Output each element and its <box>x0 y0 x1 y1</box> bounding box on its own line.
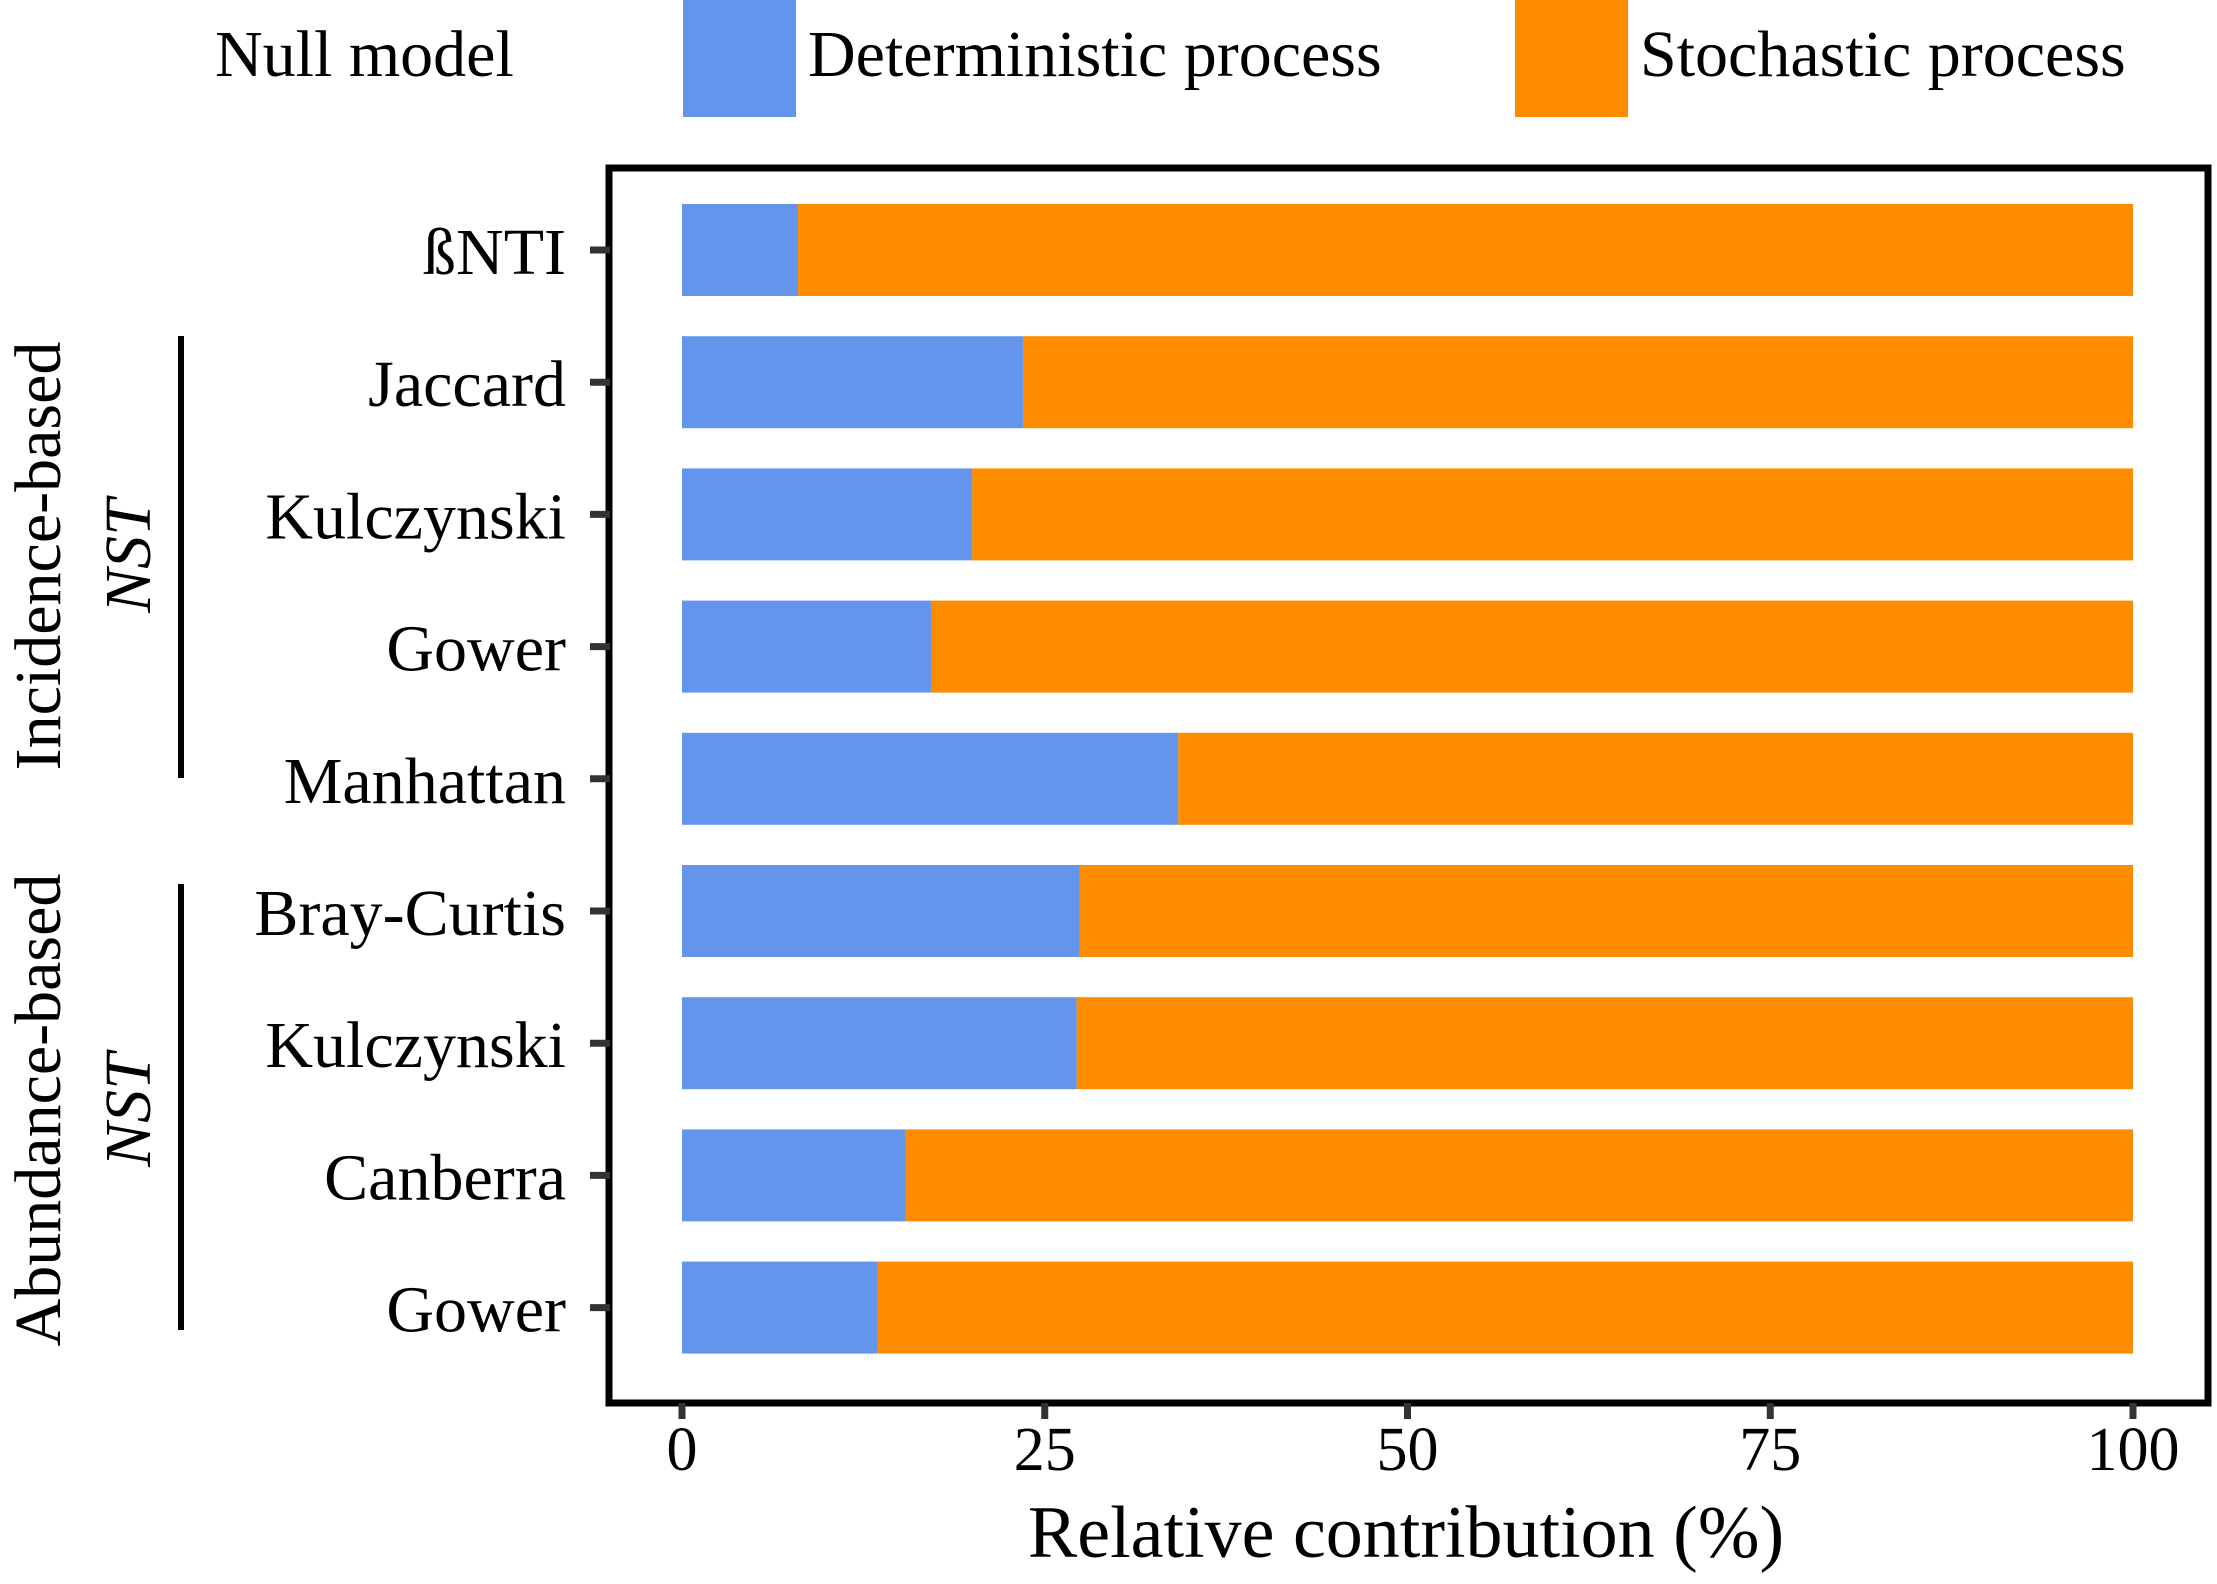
abundance-group-label: Abundance-based <box>2 874 75 1347</box>
incidence-group-label: Incidence-based <box>2 342 75 771</box>
bar-segment-stochastic-7 <box>905 1129 2133 1222</box>
y-tick-label-8: Gower <box>386 1274 566 1347</box>
y-tick-label-0: ßNTI <box>423 216 566 289</box>
incidence-group-sublabel: NST <box>92 495 165 614</box>
y-tick-label-5: Bray-Curtis <box>254 877 566 950</box>
bars-layer <box>682 204 2134 1354</box>
y-tick-label-2: Kulczynski <box>265 480 566 553</box>
bar-segment-stochastic-1 <box>1022 336 2133 429</box>
legend: Null model Deterministic process Stochas… <box>215 0 2126 117</box>
bar-segment-deterministic-4 <box>682 732 1179 825</box>
bar-segment-stochastic-4 <box>1178 732 2133 825</box>
bar-segment-deterministic-0 <box>682 204 799 296</box>
legend-swatch-stochastic <box>1515 0 1628 117</box>
legend-swatch-deterministic <box>683 0 796 117</box>
bar-segment-deterministic-3 <box>682 600 932 693</box>
y-tick-label-3: Gower <box>386 613 566 686</box>
y-tick-label-4: Manhattan <box>284 745 566 818</box>
y-tick-label-7: Canberra <box>324 1141 566 1214</box>
legend-label-stochastic: Stochastic process <box>1640 18 2126 91</box>
x-tick-label-4: 100 <box>2087 1416 2180 1484</box>
y-tick-label-6: Kulczynski <box>265 1009 566 1082</box>
bar-segment-deterministic-2 <box>682 468 973 561</box>
x-tick-label-1: 25 <box>1014 1416 1076 1484</box>
abundance-group-sublabel: NST <box>92 1049 165 1168</box>
bar-segment-deterministic-7 <box>682 1129 906 1222</box>
bar-segment-deterministic-1 <box>682 336 1023 429</box>
y-axis: ßNTI Jaccard Kulczynski Gower Manhattan Bray-… <box>254 216 610 1347</box>
bar-segment-stochastic-0 <box>798 204 2133 296</box>
bar-segment-stochastic-3 <box>931 600 2133 693</box>
bar-segment-deterministic-5 <box>682 865 1080 957</box>
bar-segment-stochastic-8 <box>877 1261 2133 1354</box>
bar-segment-deterministic-6 <box>682 997 1077 1090</box>
legend-label-deterministic: Deterministic process <box>808 18 1382 91</box>
y-tick-label-1: Jaccard <box>368 348 566 421</box>
legend-title: Null model <box>215 18 514 91</box>
bar-segment-stochastic-5 <box>1079 865 2133 957</box>
bar-segment-deterministic-8 <box>682 1261 878 1354</box>
x-axis: 0 25 50 75 100 <box>667 1403 2180 1484</box>
x-tick-label-0: 0 <box>667 1416 698 1484</box>
x-tick-label-3: 75 <box>1739 1416 1801 1484</box>
bar-segment-stochastic-6 <box>1076 997 2133 1090</box>
x-tick-label-2: 50 <box>1377 1416 1439 1484</box>
bar-segment-stochastic-2 <box>972 468 2134 561</box>
x-axis-title: Relative contribution (%) <box>1028 1492 1784 1574</box>
